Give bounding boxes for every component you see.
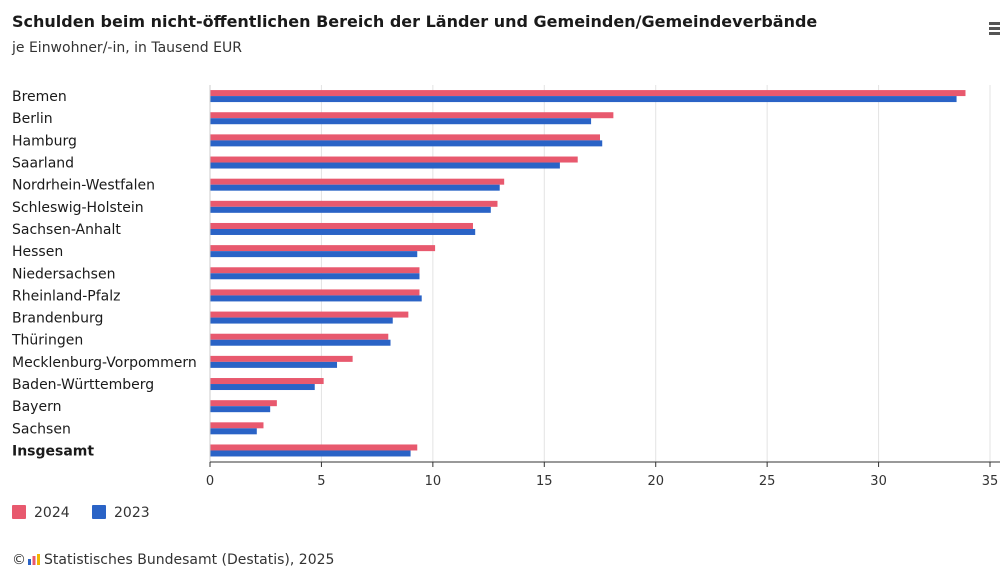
legend-item-2024[interactable]: 2024 xyxy=(12,505,70,521)
source-text: Statistisches Bundesamt (Destatis), 2025 xyxy=(44,552,335,568)
bar-2024-hessen xyxy=(210,245,436,252)
chart-menu-icon[interactable] xyxy=(989,22,1000,36)
legend-swatch-2023 xyxy=(92,505,106,519)
category-label-schleswig-holstein: Schleswig-Holstein xyxy=(12,200,144,216)
bar-2024-sachsen xyxy=(210,422,264,429)
bar-2023-sachsen xyxy=(210,428,257,435)
bar-2023-baden-württemberg xyxy=(210,384,315,391)
bar-2024-baden-württemberg xyxy=(210,378,324,385)
x-tick-label-35: 35 xyxy=(982,474,999,489)
bar-2023-hessen xyxy=(210,251,418,258)
chart-title: Schulden beim nicht-öffentlichen Bereich… xyxy=(12,12,818,31)
bar-2023-rheinland-pfalz xyxy=(210,295,422,302)
bar-2023-schleswig-holstein xyxy=(210,206,491,213)
bar-2024-mecklenburg-vorpommern xyxy=(210,355,353,362)
bar-2023-hamburg xyxy=(210,140,603,147)
bar-2023-bayern xyxy=(210,406,271,413)
source-footer: © Statistisches Bundesamt (Destatis), 20… xyxy=(12,552,334,568)
x-tick-label-15: 15 xyxy=(536,474,553,489)
bar-2024-nordrhein-westfalen xyxy=(210,178,505,185)
bar-2024-sachsen-anhalt xyxy=(210,222,473,229)
bar-2024-bremen xyxy=(210,90,966,97)
bar-2024-niedersachsen xyxy=(210,267,420,274)
category-label-mecklenburg-vorpommern: Mecklenburg-Vorpommern xyxy=(12,355,197,371)
bar-2023-nordrhein-westfalen xyxy=(210,184,500,191)
bar-2023-niedersachsen xyxy=(210,273,420,280)
category-label-sachsen: Sachsen xyxy=(12,421,71,437)
bar-chart: Bremen Berlin Hamburg Saarland Nordrhein-Wes… xyxy=(11,85,1000,489)
x-tick-label-5: 5 xyxy=(317,474,325,489)
category-label-bayern: Bayern xyxy=(12,399,61,415)
category-label-berlin: Berlin xyxy=(12,111,53,127)
destatis-logo-icon xyxy=(28,554,40,565)
legend-swatch-2024 xyxy=(12,505,26,519)
legend-item-2023[interactable]: 2023 xyxy=(92,505,150,521)
bar-2024-insgesamt xyxy=(210,444,418,451)
bar-2024-berlin xyxy=(210,112,614,119)
category-label-nordrhein-westfalen: Nordrhein-Westfalen xyxy=(12,178,155,194)
bar-2023-sachsen-anhalt xyxy=(210,228,476,235)
category-label-bremen: Bremen xyxy=(12,89,67,105)
bar-2024-saarland xyxy=(210,156,578,163)
bar-2023-brandenburg xyxy=(210,317,393,324)
legend-label-2024: 2024 xyxy=(34,505,70,521)
x-tick-label-10: 10 xyxy=(425,474,442,489)
category-label-sachsen-anhalt: Sachsen-Anhalt xyxy=(12,222,121,238)
category-label-niedersachsen: Niedersachsen xyxy=(12,266,115,282)
bar-2024-hamburg xyxy=(210,134,600,141)
category-label-brandenburg: Brandenburg xyxy=(12,311,103,327)
category-label-hamburg: Hamburg xyxy=(12,133,77,149)
category-label-saarland: Saarland xyxy=(12,156,74,172)
category-label-thüringen: Thüringen xyxy=(11,333,83,349)
x-tick-label-20: 20 xyxy=(647,474,664,489)
bar-2024-thüringen xyxy=(210,333,389,340)
bar-2024-bayern xyxy=(210,400,277,407)
bar-2023-berlin xyxy=(210,118,592,125)
bar-2023-saarland xyxy=(210,162,560,169)
x-tick-label-0: 0 xyxy=(206,474,214,489)
category-label-insgesamt: Insgesamt xyxy=(12,443,94,459)
category-label-baden-württemberg: Baden-Württemberg xyxy=(12,377,154,393)
category-label-rheinland-pfalz: Rheinland-Pfalz xyxy=(12,288,120,304)
copyright-symbol: © xyxy=(12,552,26,568)
bar-2024-rheinland-pfalz xyxy=(210,289,420,296)
x-tick-label-25: 25 xyxy=(759,474,776,489)
bar-2024-brandenburg xyxy=(210,311,409,318)
bar-2023-bremen xyxy=(210,96,957,103)
legend-label-2023: 2023 xyxy=(114,505,150,521)
chart-subtitle: je Einwohner/-in, in Tausend EUR xyxy=(12,40,242,56)
bar-2023-thüringen xyxy=(210,339,391,346)
bar-2024-schleswig-holstein xyxy=(210,200,498,207)
bar-2023-mecklenburg-vorpommern xyxy=(210,361,338,368)
bar-2023-insgesamt xyxy=(210,450,411,457)
category-label-hessen: Hessen xyxy=(12,244,63,260)
x-tick-label-30: 30 xyxy=(870,474,887,489)
